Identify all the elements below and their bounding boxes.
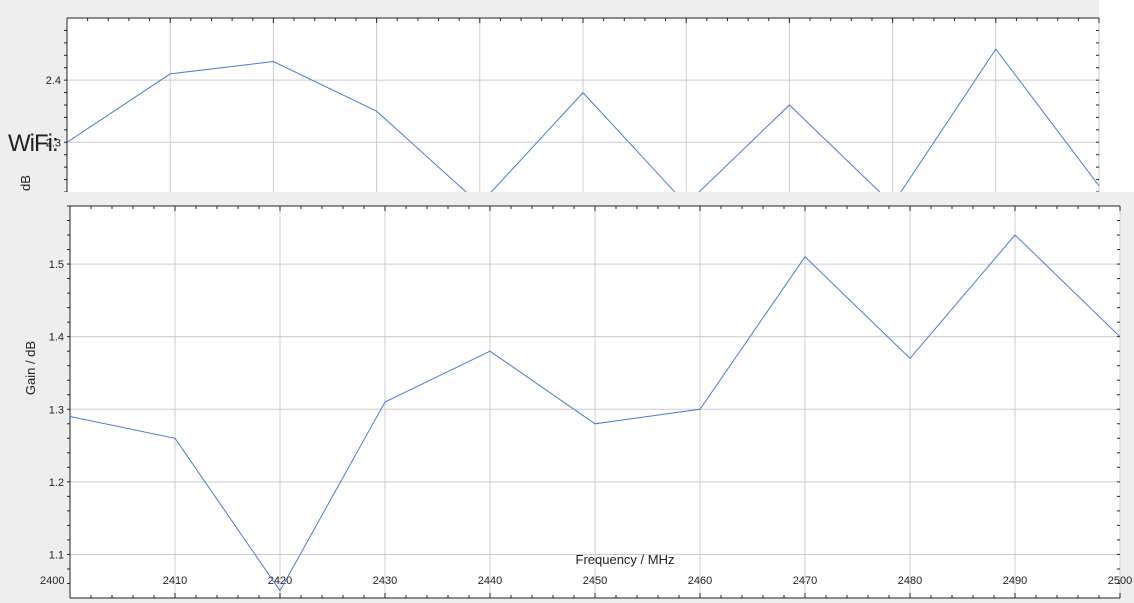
wifi-overlay-label: WiFi: [8, 130, 59, 157]
x-tick-label: 2490 [1003, 575, 1027, 587]
x-tick-label: 2480 [898, 575, 922, 587]
y-axis-label: dB [18, 175, 33, 191]
y-tick-label: 2.4 [46, 75, 61, 87]
x-tick-label: 2460 [688, 575, 712, 587]
x-tick-label: 2450 [583, 575, 607, 587]
x-tick-label: 2430 [373, 575, 397, 587]
y-tick-label: 1.5 [49, 259, 64, 271]
x-axis-label: Frequency / MHz [576, 552, 675, 567]
y-tick-label: 1.2 [49, 477, 64, 489]
x-tick-label: 2420 [268, 575, 292, 587]
y-tick-label: 1.3 [49, 404, 64, 416]
gain-series-line [67, 48, 1099, 192]
y-tick-label: 2.3 [46, 137, 61, 149]
bottom-chart-panel: 1.1 1.2 1.3 1.4 1.5 Gain / dB 2400 2410 2420 2430… [0, 192, 1134, 603]
y-axis-label: Gain / dB [23, 341, 38, 395]
x-tick-label: 2500 [1108, 575, 1132, 587]
x-tick-label: 2470 [793, 575, 817, 587]
y-tick-label: 1.1 [49, 549, 64, 561]
x-tick-label: 2400 [40, 575, 64, 587]
x-tick-label: 2410 [163, 575, 187, 587]
top-chart-panel: 2.3 2.4 dB [0, 0, 1100, 193]
y-tick-label: 1.4 [49, 332, 64, 344]
x-tick-label: 2440 [478, 575, 502, 587]
gain-series-line [70, 234, 1120, 592]
